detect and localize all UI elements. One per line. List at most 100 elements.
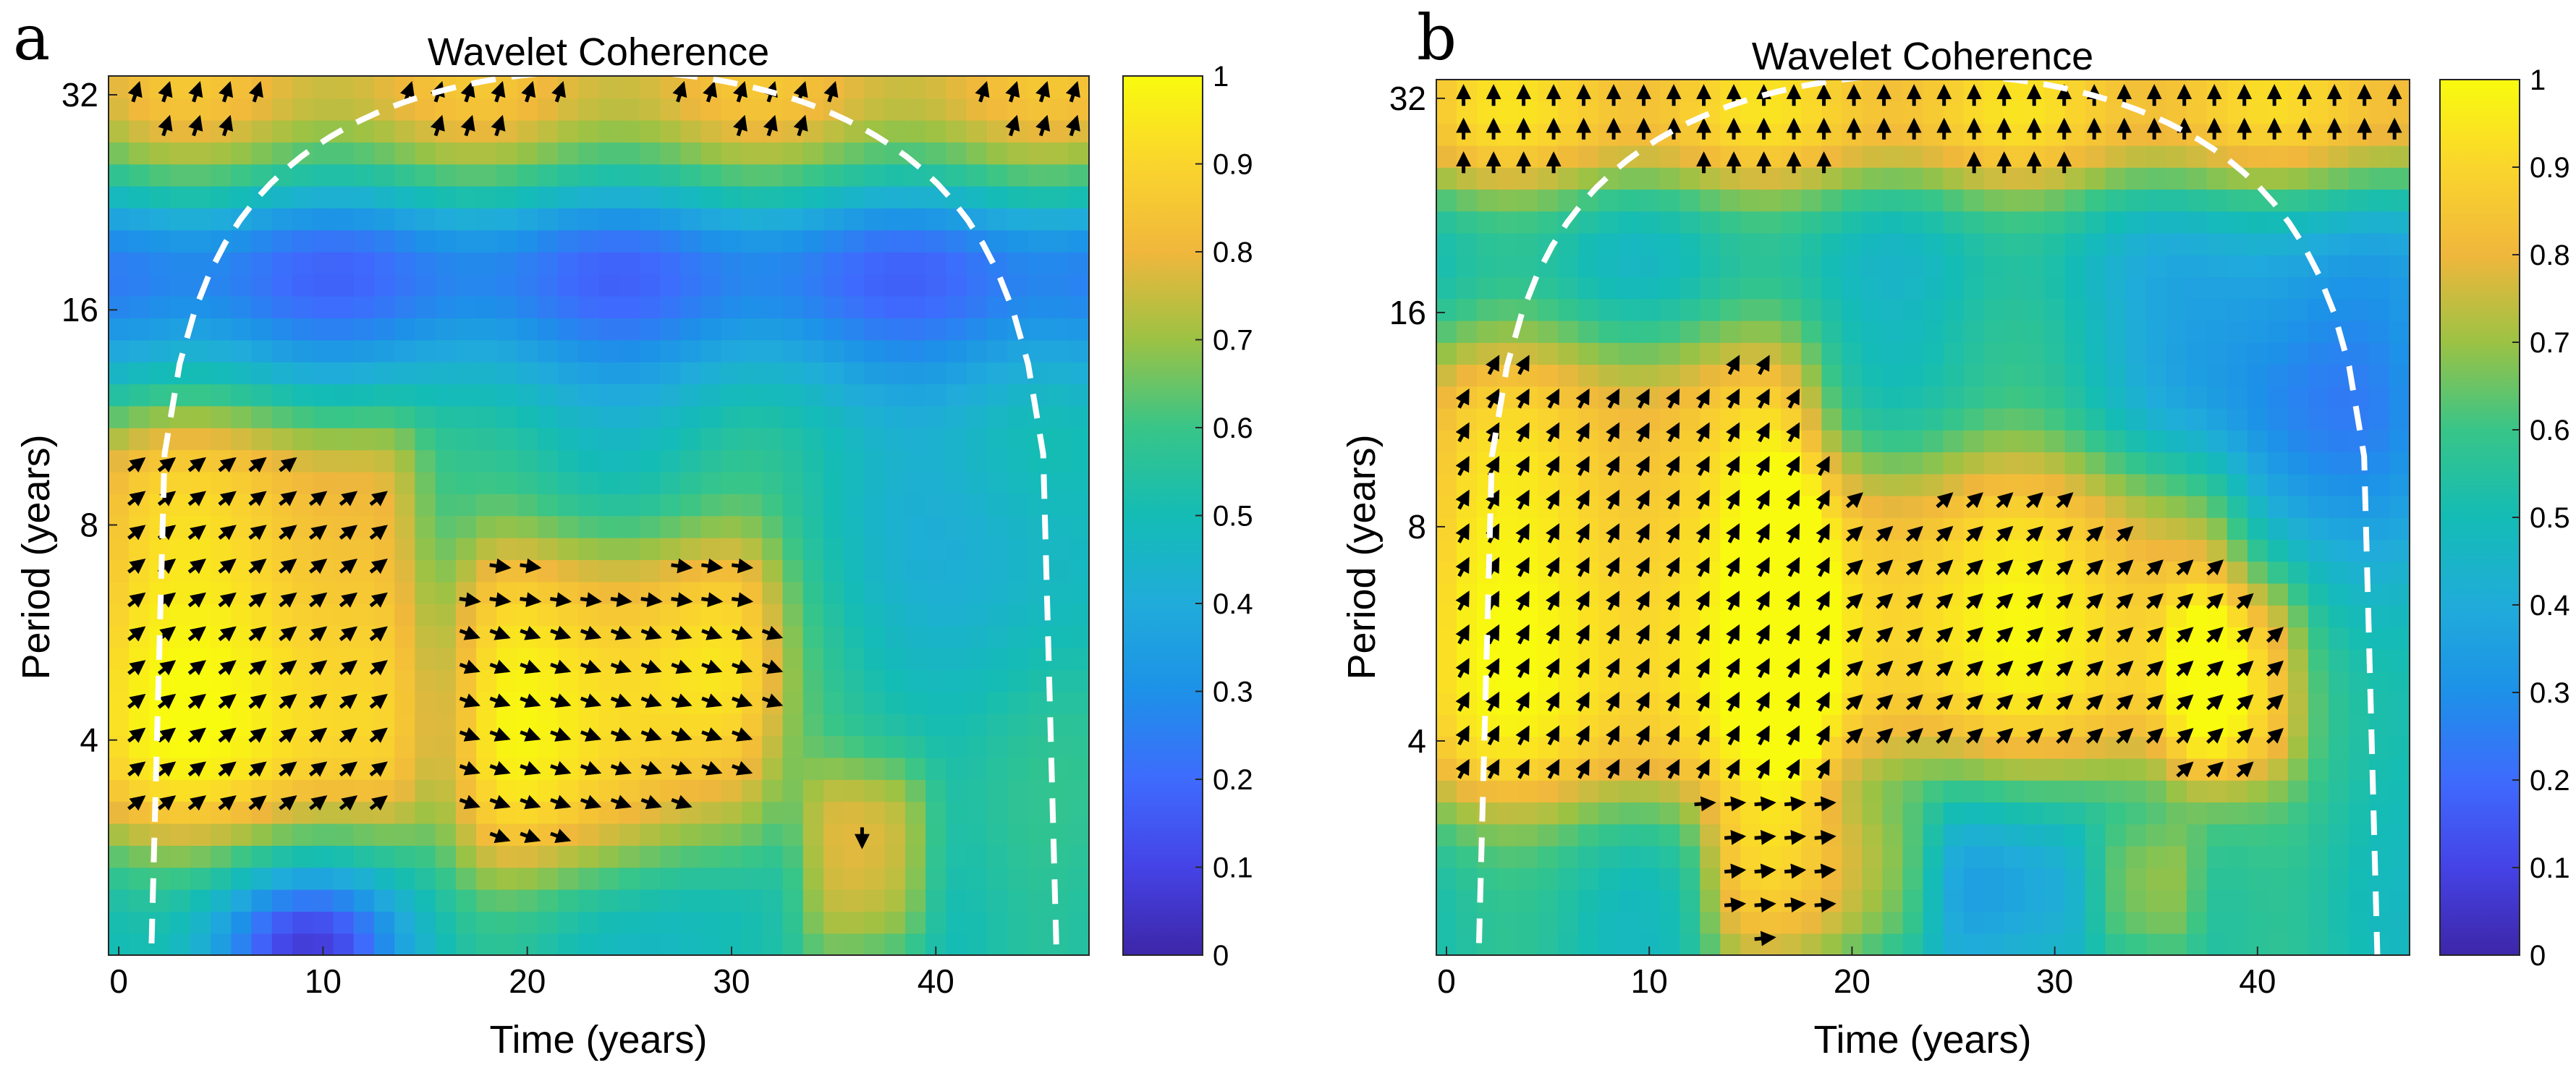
heatmap-cell [2024, 473, 2046, 496]
heatmap-cell [1983, 758, 2005, 781]
heatmap-cell [2267, 823, 2289, 847]
heatmap-cell [2287, 627, 2309, 650]
heatmap-cell [455, 823, 477, 846]
heatmap-cell [823, 713, 845, 737]
phase-arrow [279, 525, 297, 541]
heatmap-cell [373, 339, 396, 363]
heatmap-cell [864, 603, 886, 627]
heatmap-cell [292, 911, 314, 934]
heatmap-cell [1923, 605, 1944, 628]
heatmap-cell [1007, 845, 1029, 868]
heatmap-cell [864, 515, 886, 538]
heatmap-cell [1007, 713, 1029, 737]
heatmap-cell [823, 164, 845, 187]
heatmap-cell [169, 493, 191, 517]
heatmap-cell [2024, 386, 2046, 409]
heatmap-cell [2166, 605, 2187, 628]
heatmap-cell [190, 911, 211, 934]
heatmap-cell [742, 647, 763, 670]
heatmap-cell [639, 603, 661, 627]
heatmap-cell [1983, 670, 2005, 693]
heatmap-cell [1923, 320, 1944, 343]
heatmap-cell [1497, 627, 1518, 650]
heatmap-cell [109, 801, 130, 824]
heatmap-cell [558, 142, 580, 165]
heatmap-cell [2389, 167, 2410, 190]
heatmap-cell [1902, 495, 1924, 518]
phase-arrow [1666, 455, 1680, 476]
heatmap-cell [1598, 145, 1619, 168]
heatmap-cell [2044, 714, 2066, 737]
heatmap-cell [700, 845, 722, 868]
heatmap-cell [946, 274, 967, 297]
phase-arrow [1666, 691, 1680, 712]
heatmap-cell [802, 889, 824, 912]
heatmap-cell [2085, 627, 2106, 650]
heatmap-cell [292, 603, 314, 627]
heatmap-cell [2368, 495, 2390, 518]
heatmap-cell [946, 757, 967, 780]
heatmap-cell [2024, 364, 2046, 387]
phase-arrow [187, 693, 207, 710]
heatmap-cell [394, 76, 416, 99]
heatmap-cell [292, 229, 314, 253]
heatmap-cell [1781, 276, 1802, 300]
heatmap-cell [966, 142, 988, 165]
heatmap-cell [1007, 669, 1029, 692]
heatmap-cell [925, 559, 947, 582]
heatmap-cell [2105, 364, 2127, 387]
heatmap-cell [2368, 189, 2390, 212]
heatmap-cell [639, 76, 661, 99]
heatmap-cell [394, 669, 416, 692]
x-tick-label: 20 [509, 962, 546, 1000]
heatmap-cell [1048, 295, 1069, 318]
heatmap-cell [2227, 823, 2248, 847]
phase-arrow [2176, 559, 2194, 576]
heatmap-cell [1983, 145, 2005, 168]
heatmap-cell [109, 713, 130, 737]
heatmap-cell [353, 361, 375, 385]
heatmap-cell [2206, 780, 2228, 803]
heatmap-cell [373, 933, 396, 955]
heatmap-cell [1740, 255, 1762, 278]
heatmap-cell [1801, 627, 1823, 650]
heatmap-cell [2267, 342, 2289, 365]
heatmap-cell [619, 493, 640, 517]
heatmap-cell [313, 208, 334, 231]
phase-arrow [2145, 694, 2164, 711]
heatmap-cell [2267, 167, 2289, 190]
heatmap-cell [1558, 539, 1579, 562]
heatmap-cell [2389, 582, 2410, 606]
heatmap-cell [2247, 714, 2268, 737]
colorbar-tick-label: 0.4 [2530, 590, 2570, 622]
heatmap-cell [1983, 101, 2005, 124]
heatmap-cell [966, 471, 988, 494]
heatmap-cell [1983, 823, 2005, 847]
heatmap-cell [1619, 101, 1640, 124]
heatmap-cell [1923, 758, 1944, 781]
heatmap-cell [537, 428, 559, 451]
heatmap-cell [1598, 80, 1619, 103]
phase-arrow [732, 659, 753, 674]
heatmap-cell [2287, 561, 2309, 584]
heatmap-cell [578, 823, 600, 846]
heatmap-cell [742, 911, 763, 934]
heatmap-cell [149, 383, 171, 407]
heatmap-cell [2166, 823, 2187, 847]
heatmap-cell [660, 229, 682, 253]
heatmap-cell [2389, 714, 2410, 737]
heatmap-cell [742, 889, 763, 912]
heatmap-cell [1048, 229, 1069, 253]
heatmap-cell [2145, 276, 2167, 300]
heatmap-cell [2085, 780, 2106, 803]
phase-arrow [1606, 624, 1620, 645]
phase-arrow [489, 760, 511, 776]
heatmap-cell [353, 164, 375, 187]
heatmap-cell [1842, 189, 1863, 212]
heatmap-cell [313, 471, 334, 494]
heatmap-cell [1436, 255, 1457, 278]
phase-arrow [248, 592, 267, 608]
heatmap-cell [2044, 868, 2066, 891]
heatmap-cell [2227, 211, 2248, 234]
heatmap-cell [2247, 452, 2268, 475]
